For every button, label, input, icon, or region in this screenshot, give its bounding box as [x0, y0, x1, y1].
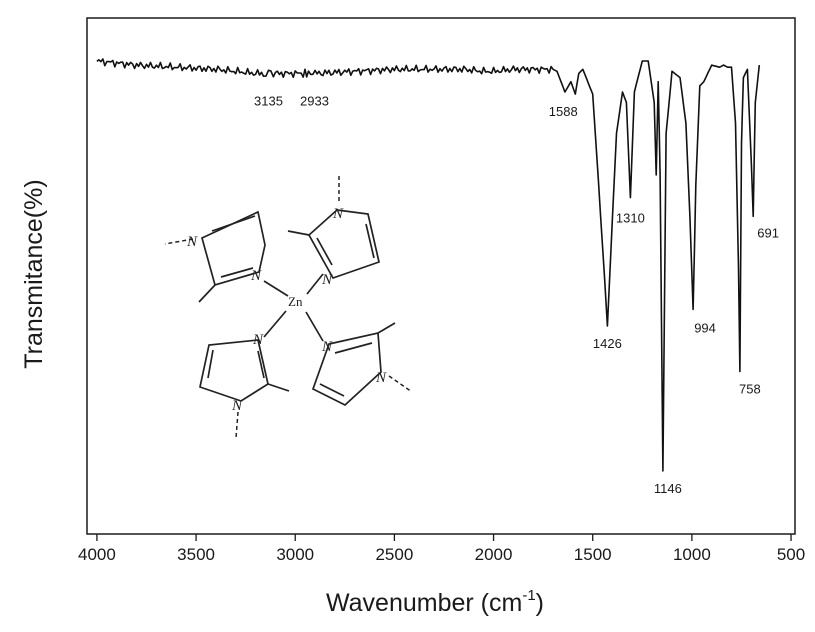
ring-double-bond	[211, 215, 256, 232]
x-axis-label-close: )	[536, 589, 544, 617]
peak-label: 758	[739, 382, 761, 397]
zn-n-bond	[263, 280, 289, 297]
methyl-bond	[267, 383, 290, 392]
x-tick-label: 1000	[673, 545, 711, 564]
methyl-bond	[198, 284, 216, 303]
x-tick-label: 4000	[78, 545, 116, 564]
zn-n-bond	[263, 310, 287, 338]
nitrogen-label: N	[252, 332, 264, 348]
imidazole-ring	[307, 209, 380, 280]
x-axis-ticks: 4000 3500 3000 2500 2000 1500 1000 500	[78, 534, 805, 564]
x-tick-label: 3500	[177, 545, 215, 564]
nitrogen-label: N	[375, 370, 387, 386]
spectrum-line-group	[96, 58, 761, 472]
x-tick-label: 3000	[276, 545, 314, 564]
peak-label: 691	[757, 225, 779, 240]
dashed-bond	[164, 238, 194, 245]
zn-complex-structure: Zn N N N N N N N N	[164, 175, 413, 439]
zn-atom-label: Zn	[288, 294, 303, 309]
ring-double-bond	[319, 383, 345, 397]
x-tick-label: 1500	[574, 545, 612, 564]
spectrum-line	[96, 58, 761, 472]
peak-label: 1588	[549, 104, 578, 119]
peak-label: 2933	[300, 93, 329, 108]
ring-double-bond	[334, 342, 373, 354]
plot-frame	[86, 17, 796, 535]
nitrogen-label: N	[231, 398, 243, 414]
imidazole-ring	[199, 339, 269, 402]
x-axis-label-superscript: -1	[522, 587, 535, 604]
ring-double-bond	[257, 350, 265, 379]
peak-labels: 3135 2933 1588 1426 1310 1146 994 758 691	[254, 93, 779, 495]
dashed-bond	[388, 375, 413, 393]
zn-n-bond	[306, 273, 324, 295]
peak-label: 3135	[254, 93, 283, 108]
zn-n-bond	[305, 311, 324, 342]
peak-label: 994	[694, 320, 716, 335]
nitrogen-label: N	[321, 339, 333, 355]
x-axis-label-main: Wavenumber (cm	[326, 589, 522, 617]
nitrogen-label: N	[332, 206, 344, 222]
nitrogen-label: N	[186, 234, 198, 250]
ring-double-bond	[316, 237, 333, 266]
imidazole-ring	[311, 331, 382, 407]
dashed-bond	[235, 411, 239, 439]
peak-label: 1426	[593, 336, 622, 351]
x-tick-label: 2500	[375, 545, 413, 564]
y-axis-label: Transmitance(%)	[20, 179, 48, 368]
x-tick-label: 500	[777, 545, 805, 564]
x-axis-label: Wavenumber (cm-1)	[326, 587, 544, 617]
x-tick-label: 2000	[475, 545, 513, 564]
methyl-bond	[287, 230, 310, 236]
peak-label: 1146	[654, 481, 682, 496]
ring-double-bond	[365, 223, 375, 259]
methyl-bond	[377, 322, 396, 334]
imidazole-ring	[200, 210, 266, 287]
nitrogen-label: N	[250, 268, 262, 284]
ring-double-bond	[220, 267, 254, 278]
ring-double-bond	[207, 349, 214, 379]
peak-label: 1310	[616, 211, 645, 226]
nitrogen-label: N	[321, 272, 333, 288]
